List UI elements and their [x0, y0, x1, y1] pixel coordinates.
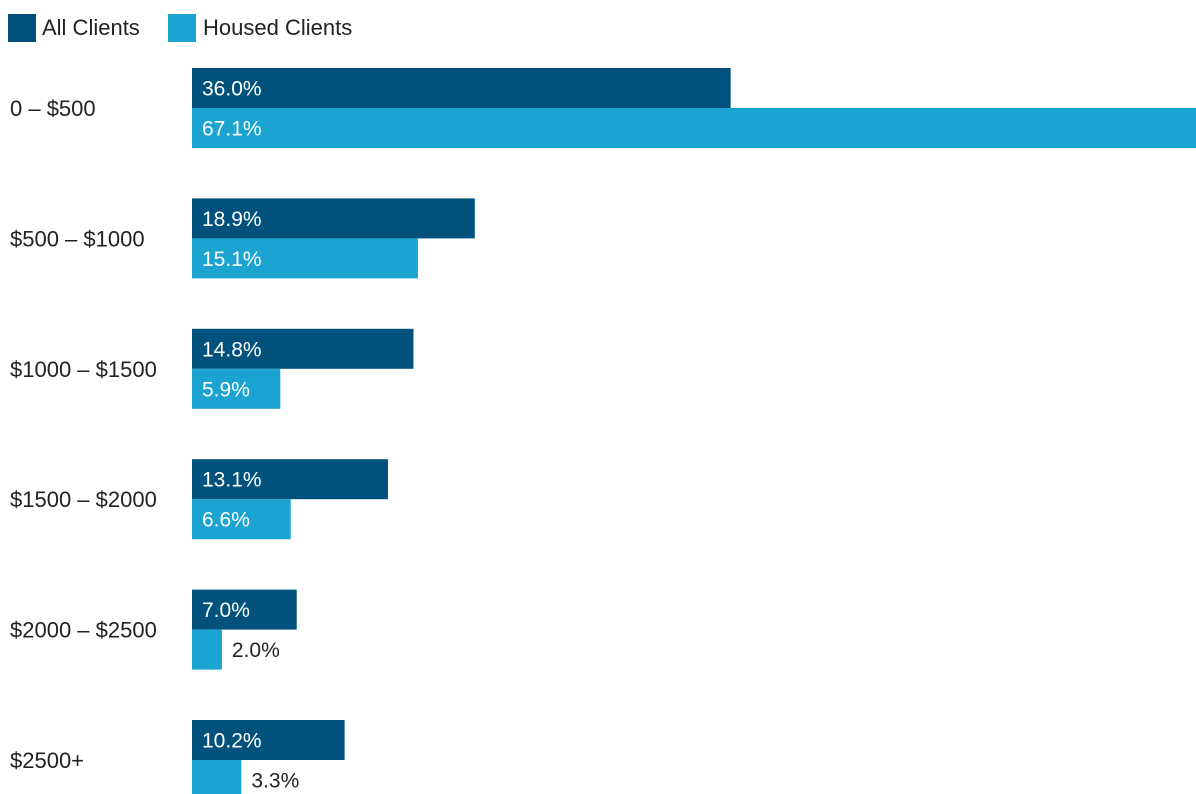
category-label-1500-2000: $1500 – $2000	[10, 487, 157, 512]
value-label-housed-clients-2500: 3.3%	[251, 770, 299, 793]
value-label-all-clients-2000-2500: 7.0%	[202, 599, 250, 622]
bar-all-clients-500-1000	[192, 198, 475, 239]
legend-swatch-housed-clients	[168, 14, 196, 42]
category-label-2000-2500: $2000 – $2500	[10, 618, 157, 643]
value-label-all-clients-500-1000: 18.9%	[202, 208, 262, 231]
category-label-2500: $2500+	[10, 748, 84, 773]
bar-housed-clients-0-500	[192, 108, 1196, 148]
bar-housed-clients-500-1000	[192, 238, 418, 279]
bar-all-clients-1000-1500	[192, 328, 414, 369]
bar-all-clients-2500	[192, 720, 345, 760]
bars-group: 0 – $500 36.0% 67.1% $500 – $1000 18.9% 15.1%…	[10, 68, 1196, 794]
bar-all-clients-0-500	[192, 68, 731, 108]
value-label-all-clients-1000-1500: 14.8%	[202, 338, 262, 361]
value-label-all-clients-0-500: 36.0%	[202, 78, 262, 101]
bar-housed-clients-1000-1500	[192, 368, 281, 409]
value-label-housed-clients-1500-2000: 6.6%	[202, 509, 250, 532]
legend-label-housed-clients: Housed Clients	[203, 15, 352, 40]
bar-all-clients-2000-2500	[192, 589, 297, 630]
category-label-1000-1500: $1000 – $1500	[10, 357, 157, 382]
value-label-housed-clients-500-1000: 15.1%	[202, 248, 262, 271]
legend-label-all-clients: All Clients	[42, 15, 140, 40]
value-label-all-clients-2500: 10.2%	[202, 730, 262, 753]
value-label-housed-clients-2000-2500: 2.0%	[232, 639, 280, 662]
bar-housed-clients-1500-2000	[192, 499, 291, 540]
category-label-0-500: 0 – $500	[10, 96, 96, 121]
legend-swatch-all-clients	[8, 14, 36, 42]
legend: All Clients Housed Clients	[8, 14, 352, 42]
value-label-housed-clients-0-500: 67.1%	[202, 118, 262, 141]
value-label-all-clients-1500-2000: 13.1%	[202, 469, 262, 492]
bar-housed-clients-2500	[192, 760, 242, 794]
bar-all-clients-1500-2000	[192, 459, 389, 500]
value-label-housed-clients-1000-1500: 5.9%	[202, 378, 250, 401]
category-label-500-1000: $500 – $1000	[10, 226, 145, 251]
bar-housed-clients-2000-2500	[192, 629, 222, 670]
